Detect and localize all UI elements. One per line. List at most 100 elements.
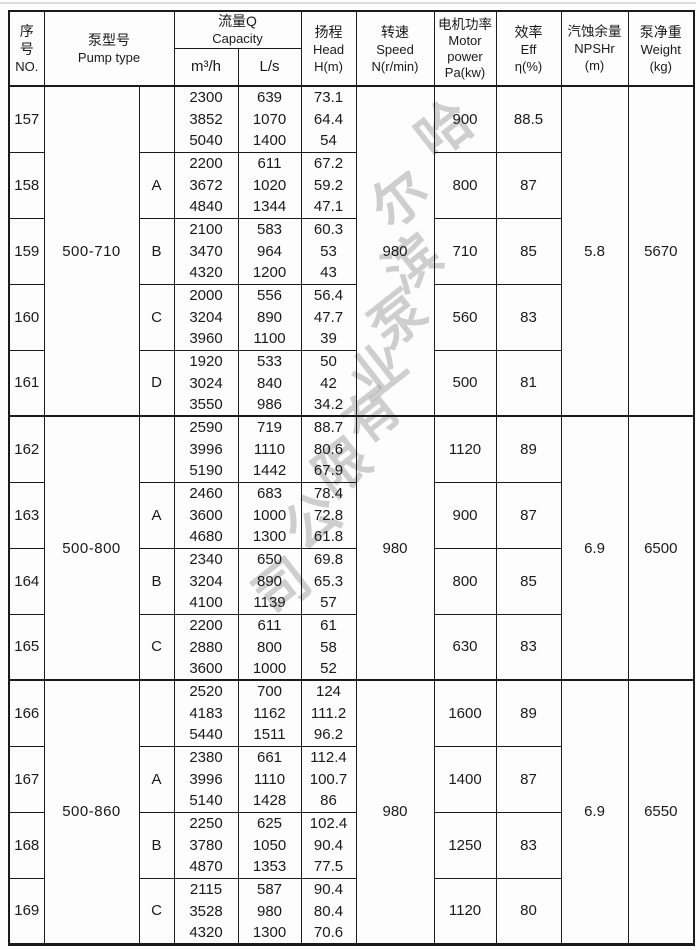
cell-power: 1400 [433, 745, 497, 812]
cell-variant: D [138, 349, 175, 416]
cell-flow-ls: 1300 [237, 922, 302, 944]
cell-flow-m3h: 4320 [173, 922, 239, 944]
cell-flow-ls: 1200 [237, 262, 302, 284]
cell-power: 500 [433, 349, 497, 416]
cell-flow-ls: 700 [237, 679, 302, 702]
header-speed-en: Speed [376, 41, 414, 57]
cell-flow-ls: 1442 [237, 460, 302, 482]
table-row: 5440 1511 96.2 [9, 724, 694, 746]
header-weight-en: Weight [640, 41, 681, 57]
table-row: 3996 1110 80.6 [9, 438, 694, 460]
table-row: 4870 1353 77.5 [9, 856, 694, 878]
header-no: 序 号 NO. [8, 11, 45, 87]
table-row: 4100 1139 57 [9, 592, 694, 614]
cell-eff: 87 [495, 745, 562, 812]
header-npshr-cn: 汽蚀余量 [567, 23, 622, 39]
cell-flow-m3h: 5190 [173, 460, 239, 482]
cell-flow-ls: 980 [237, 900, 302, 922]
cell-eff: 83 [495, 283, 562, 350]
cell-flow-ls: 964 [237, 240, 302, 262]
cell-head: 47.7 [300, 306, 357, 328]
cell-flow-ls: 1070 [237, 108, 302, 130]
cell-flow-ls: 583 [237, 217, 302, 240]
cell-variant: B [138, 217, 175, 284]
cell-flow-m3h: 4100 [173, 592, 239, 614]
cell-flow-m3h: 5040 [173, 130, 239, 152]
cell-weight: 5670 [627, 85, 695, 416]
cell-flow-ls: 1100 [237, 328, 302, 350]
cell-power: 1250 [433, 811, 497, 878]
cell-flow-m3h: 1920 [173, 349, 239, 372]
cell-pump-type: 500-800 [43, 415, 140, 680]
cell-flow-ls: 840 [237, 372, 302, 394]
cell-flow-m3h: 3960 [173, 328, 239, 350]
cell-flow-ls: 683 [237, 481, 302, 504]
header-motor-power: 电机功率 Motor power Pa(kw) [433, 11, 497, 87]
header-pump-type-en: Pump type [77, 50, 141, 65]
cell-flow-ls: 890 [237, 570, 302, 592]
cell-flow-m3h: 4183 [173, 702, 239, 724]
header-row: 序 号 NO. 泵型号 Pump type 流量Q Capacity 扬程 He… [8, 11, 695, 87]
cell-head: 60.3 [300, 217, 357, 240]
table-row: 167 A 2380 661 112.4 1400 87 [8, 745, 694, 812]
header-weight-cn: 泵净重 [639, 23, 682, 40]
cell-head: 77.5 [300, 856, 357, 878]
cell-head: 43 [300, 262, 357, 284]
cell-flow-m3h: 2880 [173, 636, 239, 658]
table-row: 166 500-860 2520 700 124 980 1600 89 6.9… [8, 679, 695, 944]
table-row: 3852 1070 64.4 [9, 108, 694, 130]
cell-head: 47.1 [300, 196, 357, 218]
cell-head: 52 [300, 658, 357, 680]
table-row: 165 C 2200 611 61 630 83 [8, 613, 694, 680]
cell-flow-ls: 890 [237, 306, 302, 328]
cell-head: 65.3 [300, 570, 357, 592]
table-row: 5040 1400 54 [9, 130, 694, 152]
cell-head: 73.1 [300, 85, 357, 108]
cell-eff: 89 [495, 415, 562, 482]
cell-flow-m3h: 3204 [173, 306, 239, 328]
cell-weight: 6550 [627, 679, 695, 944]
header-eff-unit: η(%) [514, 58, 543, 74]
header-eff: 效率 Eff η(%) [495, 11, 562, 87]
cell-flow-ls: 587 [237, 877, 302, 900]
cell-head: 112.4 [300, 745, 357, 768]
header-speed: 转速 Speed N(r/min) [355, 11, 435, 87]
table-row: 162 500-800 2590 719 88.7 980 1120 89 6.… [8, 415, 695, 680]
cell-head: 39 [300, 328, 357, 350]
cell-power: 800 [433, 547, 497, 614]
table-row: 3600 1000 52 [9, 658, 694, 680]
cell-head: 102.4 [300, 811, 357, 834]
header-motor-power-en2: power [447, 48, 483, 64]
cell-head: 88.7 [300, 415, 357, 438]
cell-speed: 980 [355, 679, 435, 944]
header-eff-en: Eff [520, 41, 537, 57]
cell-power: 900 [433, 85, 497, 152]
table-row: 3024 840 42 [9, 372, 694, 394]
cell-no: 159 [8, 217, 45, 284]
header-weight-unit: (kg) [649, 58, 672, 74]
cell-head: 111.2 [300, 702, 357, 724]
cell-no: 158 [8, 151, 45, 218]
cell-flow-m3h: 4320 [173, 262, 239, 284]
cell-npshr: 6.9 [560, 679, 629, 944]
pump-spec-table: 序 号 NO. 泵型号 Pump type 流量Q Capacity 扬程 He… [8, 10, 696, 946]
cell-head: 72.8 [300, 504, 357, 526]
cell-flow-m3h: 2250 [173, 811, 239, 834]
cell-flow-m3h: 4840 [173, 196, 239, 218]
cell-eff: 80 [495, 877, 562, 944]
cell-flow-ls: 1162 [237, 702, 302, 724]
cell-flow-m3h: 2100 [173, 217, 239, 240]
cell-flow-ls: 1353 [237, 856, 302, 878]
cell-flow-m3h: 3528 [173, 900, 239, 922]
header-motor-power-unit: Pa(kw) [444, 64, 486, 80]
cell-power: 1120 [433, 877, 497, 944]
cell-speed: 980 [355, 415, 435, 680]
cell-flow-m3h: 2380 [173, 745, 239, 768]
cell-pump-type: 500-860 [43, 679, 140, 944]
cell-no: 164 [8, 547, 45, 614]
cell-eff: 87 [495, 151, 562, 218]
table-row: 168 B 2250 625 102.4 1250 83 [8, 811, 694, 878]
table-row: 159 B 2100 583 60.3 710 85 [8, 217, 694, 284]
cell-flow-ls: 986 [237, 394, 302, 416]
header-unit-ls: L/s [237, 48, 302, 87]
